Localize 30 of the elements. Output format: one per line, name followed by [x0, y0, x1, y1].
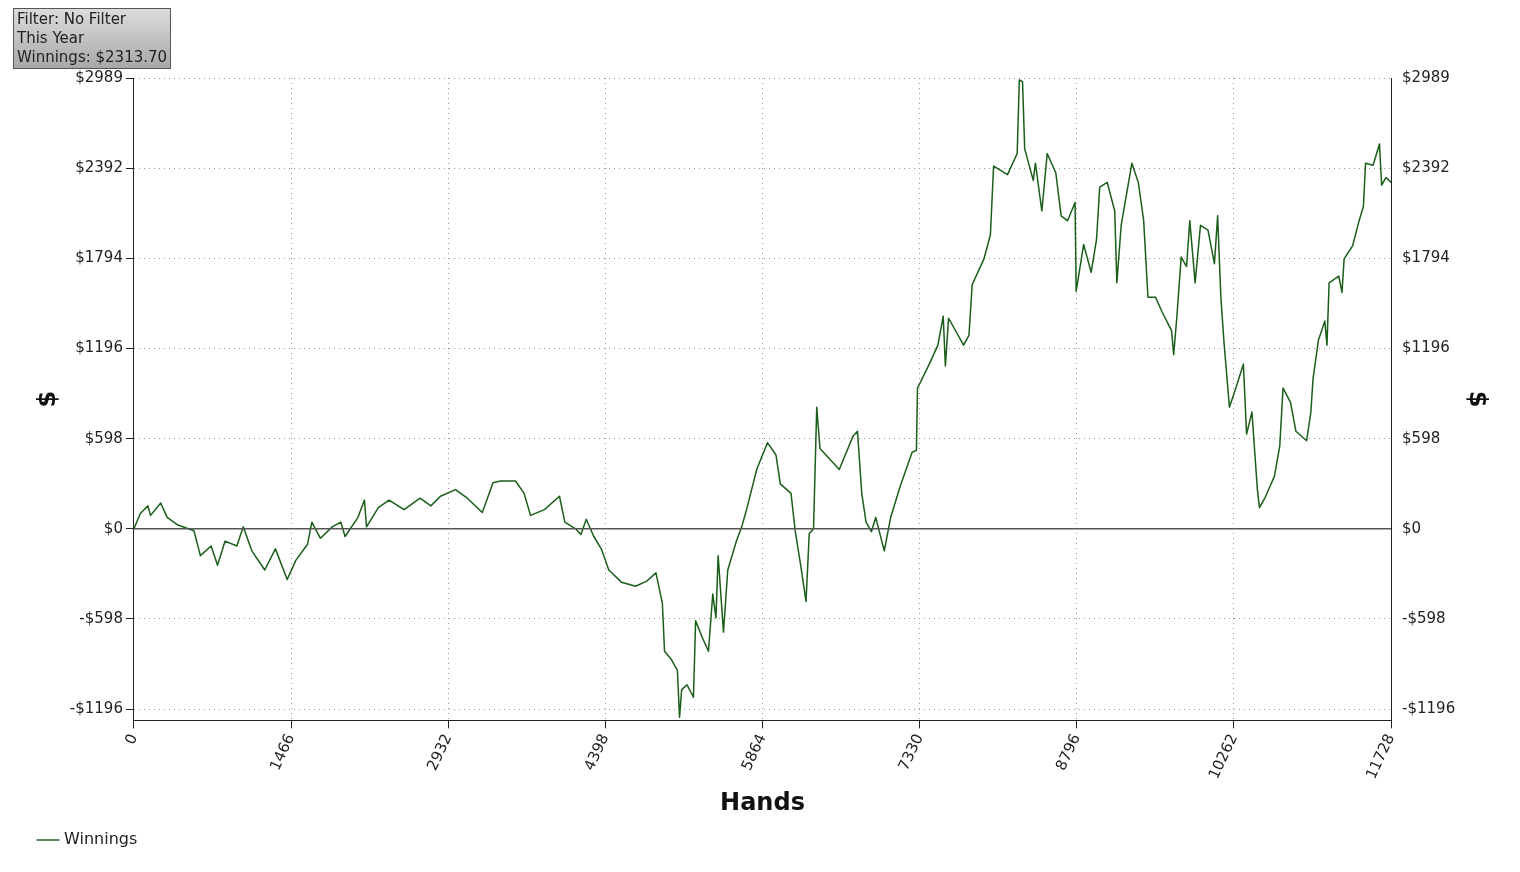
- x-tick-label: 7330: [894, 730, 927, 774]
- x-axis-title: Hands: [720, 787, 805, 816]
- y2-tick-label: -$598: [1402, 608, 1446, 627]
- text: Filter: No Filter: [17, 10, 128, 29]
- y-axis-title: $: [32, 390, 61, 408]
- y-tick-label: $2392: [75, 157, 123, 176]
- y-tick-label: $1196: [75, 338, 123, 357]
- y-tick-label: $1794: [75, 248, 123, 267]
- y-tick-label: -$1196: [69, 699, 123, 718]
- y2-tick-label: $2392: [1402, 157, 1450, 176]
- x-tick-label: 0: [120, 730, 142, 748]
- y-tick-label: $598: [84, 428, 123, 447]
- legend-label: Winnings: [64, 829, 138, 849]
- y2-tick-label: -$1196: [1402, 699, 1456, 718]
- y2-tick-label: $0: [1402, 518, 1422, 537]
- y2-tick-label: $1196: [1402, 338, 1450, 357]
- x-tick-label: 2932: [422, 730, 456, 774]
- x-tick-label: 5864: [737, 730, 770, 774]
- y2-axis-title: $: [1464, 390, 1493, 408]
- x-tick-label: 4398: [580, 730, 613, 774]
- x-tick-label: 1466: [265, 730, 299, 774]
- y-tick-label: -$598: [79, 608, 123, 627]
- y2-tick-label: $1794: [1402, 248, 1450, 267]
- text: This Year: [17, 29, 86, 48]
- y-tick-label: $0: [103, 518, 123, 537]
- text: Winnings: $2313.70: [17, 48, 168, 67]
- x-tick-label: 8796: [1051, 730, 1084, 774]
- y2-tick-label: $2989: [1402, 67, 1450, 86]
- y-tick-label: $2989: [75, 67, 123, 86]
- y2-tick-label: $598: [1402, 428, 1441, 447]
